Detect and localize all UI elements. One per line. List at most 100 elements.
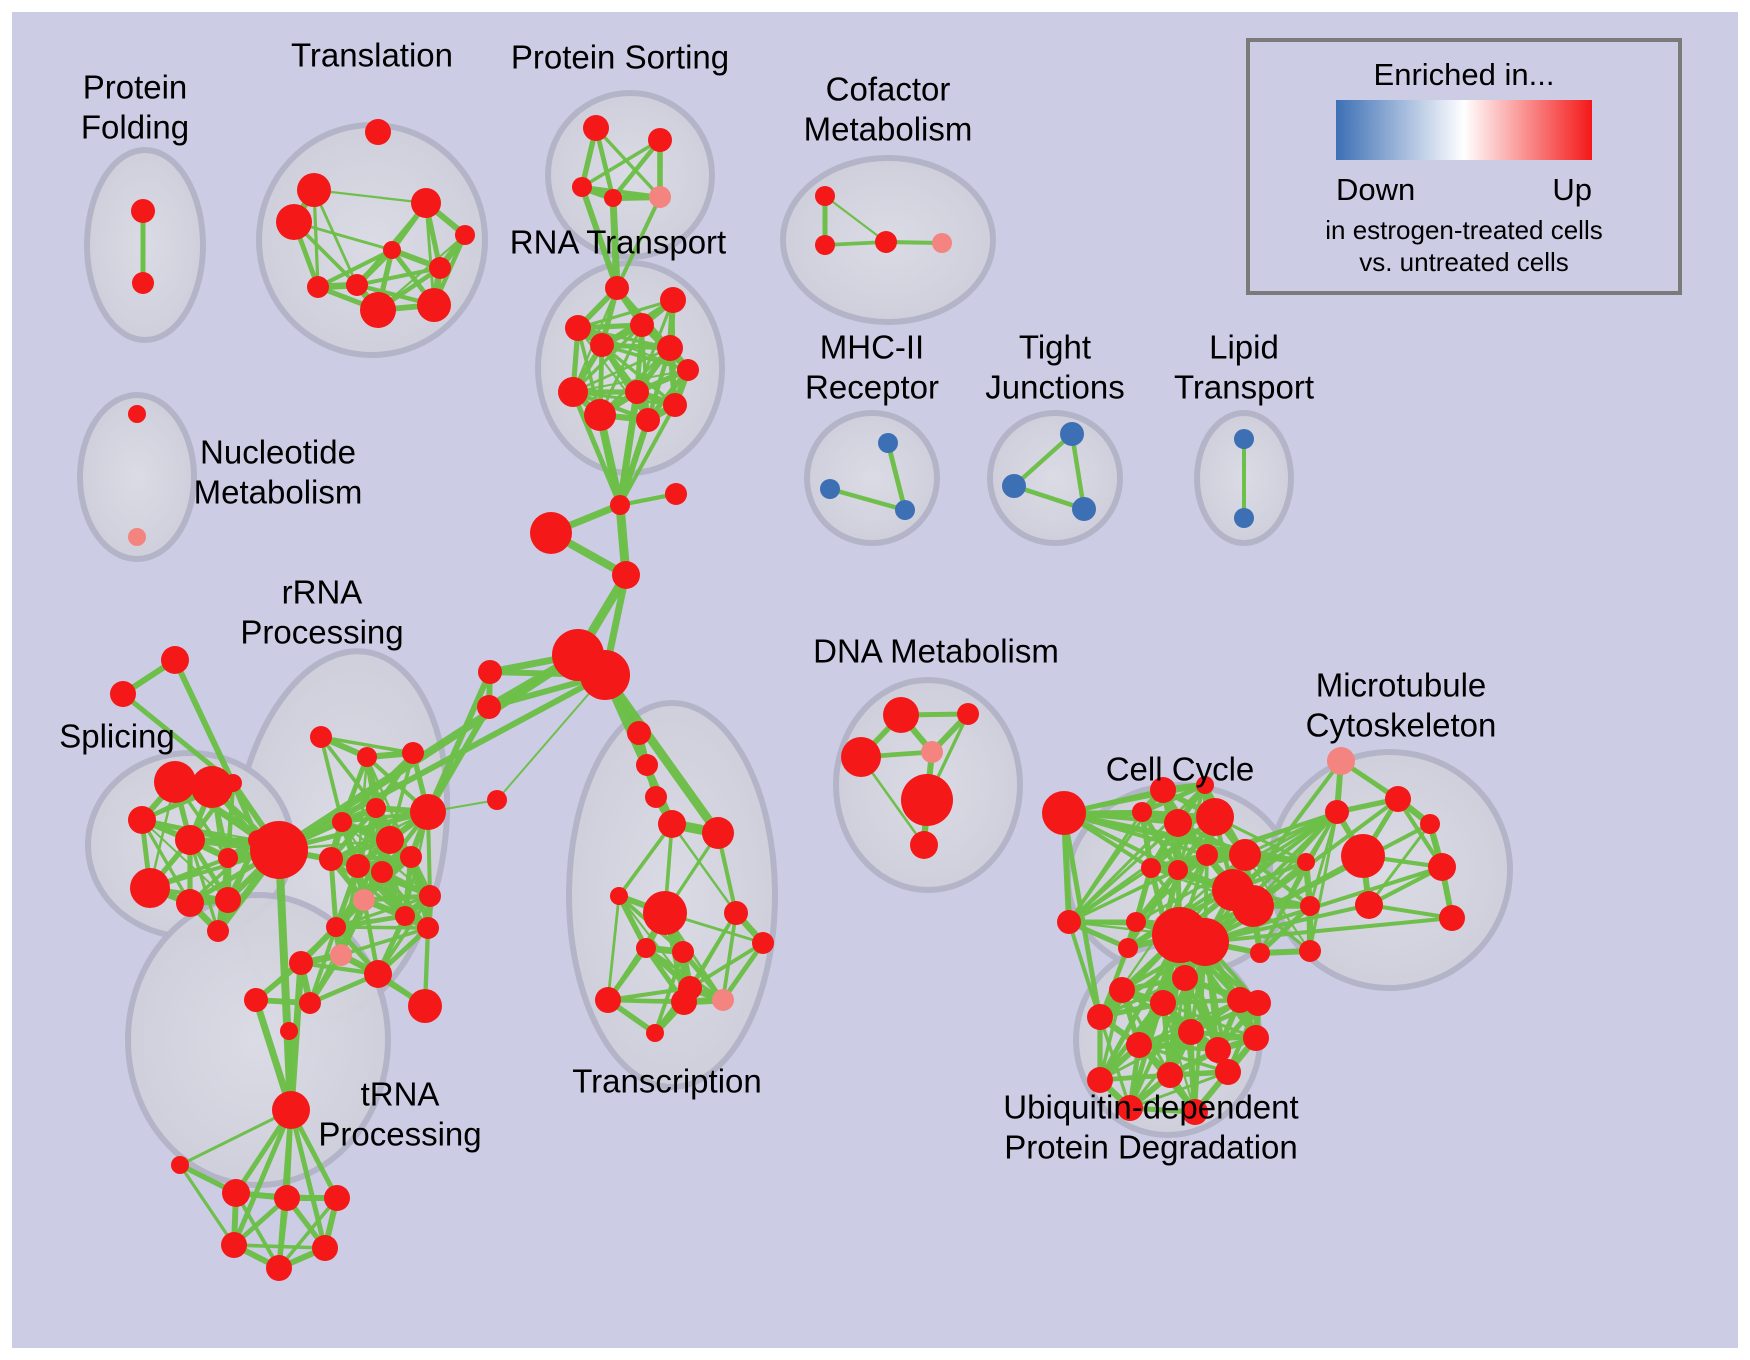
network-node [357, 747, 377, 767]
network-node [1196, 844, 1218, 866]
network-node [1299, 940, 1321, 962]
cluster-label-text: Folding [81, 109, 189, 146]
network-node [1300, 896, 1320, 916]
network-node [244, 988, 268, 1012]
network-node [1072, 497, 1096, 521]
cluster-label-text: Processing [318, 1116, 481, 1153]
network-node [530, 512, 572, 554]
network-node [161, 646, 189, 674]
network-edge [231, 1107, 294, 1248]
legend-up-label: Up [1552, 172, 1592, 207]
network-edge [721, 911, 738, 1002]
network-edge [1067, 920, 1102, 1021]
network-edge [1203, 916, 1454, 944]
network-node [595, 987, 621, 1013]
network-edge [580, 138, 662, 189]
network-node [478, 660, 502, 684]
network-node [724, 901, 748, 925]
network-node [410, 794, 446, 830]
network-node [376, 826, 404, 854]
network-node [332, 812, 352, 832]
network-node [366, 798, 386, 818]
cluster-label-text: Transcription [572, 1063, 762, 1100]
network-node [411, 188, 441, 218]
network-edge [1067, 783, 1207, 924]
network-node [1132, 802, 1152, 822]
network-edge [424, 201, 436, 307]
network-node [487, 790, 507, 810]
network-edge [496, 674, 606, 801]
network-node [408, 989, 442, 1023]
cluster-label-protein-sorting: Protein Sorting [511, 39, 729, 76]
cluster-label-text: Microtubule [1316, 667, 1487, 704]
network-node [883, 697, 919, 733]
network-edge [885, 440, 908, 513]
network-edge [571, 368, 690, 394]
network-edge [1011, 431, 1075, 489]
network-edge [1011, 483, 1087, 512]
network-node [1234, 429, 1254, 449]
legend-box [1246, 38, 1682, 295]
network-node [131, 199, 155, 223]
network-edge [1366, 902, 1455, 921]
network-node [128, 528, 146, 546]
network-edge [606, 894, 621, 1002]
network-node [218, 848, 238, 868]
network-node [215, 887, 241, 913]
network-node [605, 276, 629, 300]
network-node [636, 938, 656, 958]
network-node [175, 825, 205, 855]
network-node [1325, 800, 1349, 824]
network-edge [1126, 868, 1180, 950]
cluster-ellipse-mhc-ii-receptor [804, 410, 940, 546]
network-node [176, 889, 204, 917]
network-edge [1367, 822, 1432, 907]
network-node [154, 761, 196, 803]
cluster-label-text: Protein [83, 69, 188, 106]
cluster-label-text: Cofactor [826, 71, 951, 108]
network-node [1117, 1095, 1143, 1121]
network-node [1118, 938, 1138, 958]
network-node [207, 920, 229, 942]
network-node [371, 861, 393, 883]
network-edge [823, 194, 888, 244]
network-node [417, 288, 451, 322]
network-edge [644, 946, 725, 1002]
cluster-label-dna-metabolism: DNA Metabolism [813, 633, 1059, 670]
network-edge [617, 822, 674, 898]
cluster-label-text: Splicing [59, 718, 175, 755]
network-node [128, 405, 146, 423]
cluster-label-text: Translation [291, 37, 453, 74]
network-node [299, 992, 321, 1014]
network-node [280, 1022, 298, 1040]
network-node [625, 380, 649, 404]
cluster-label-text: RNA Transport [510, 224, 726, 261]
network-edge [188, 838, 260, 905]
cluster-label-text: Metabolism [194, 474, 363, 511]
network-edge [720, 940, 766, 1003]
network-node [636, 408, 660, 432]
network-node [1327, 747, 1355, 775]
network-node [310, 726, 332, 748]
network-node [672, 941, 694, 963]
network-node [429, 257, 451, 279]
network-node [932, 233, 952, 253]
network-node [360, 292, 396, 328]
network-node [330, 944, 352, 966]
network-node [1126, 912, 1146, 932]
network-nodes [110, 115, 1465, 1281]
network-node [572, 177, 592, 197]
network-node [1109, 977, 1135, 1003]
network-edge [1205, 810, 1339, 857]
network-node [1168, 860, 1188, 880]
network-edge [334, 894, 432, 929]
network-edge [277, 1196, 339, 1270]
cluster-label-text: Ubiquitin-dependent [1003, 1089, 1298, 1126]
network-node [645, 786, 667, 808]
network-edge [1203, 854, 1365, 944]
network-node [353, 889, 375, 911]
